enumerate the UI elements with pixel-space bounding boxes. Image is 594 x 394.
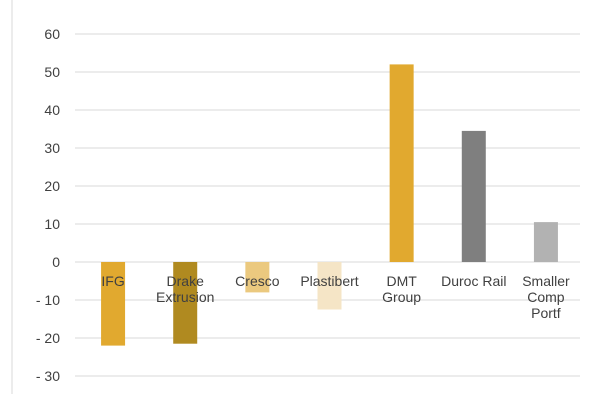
category-label: Smaller Comp Portf: [522, 273, 570, 321]
bar: [173, 262, 198, 344]
y-axis-ticks: 60 50 40 30 20 10 0 - 10 - 20 - 30: [36, 26, 60, 384]
category-label: DMT Group: [382, 273, 421, 305]
gridlines: [75, 33, 580, 377]
category-labels: IFG Drake Extrusion Cresco Plastibert DMT Grou…: [101, 273, 570, 321]
y-tick-label: - 20: [36, 330, 60, 346]
category-label: Plastibert: [300, 273, 358, 289]
category-label: Cresco: [235, 273, 280, 289]
y-tick-label: 60: [44, 26, 60, 42]
category-label: Duroc Rail: [441, 273, 506, 289]
y-tick-label: 40: [44, 102, 60, 118]
bar: [101, 262, 126, 346]
y-tick-label: - 30: [36, 368, 60, 384]
y-tick-label: 30: [44, 140, 60, 156]
y-tick-label: 10: [44, 216, 60, 232]
y-tick-label: 20: [44, 178, 60, 194]
category-label: Drake Extrusion: [156, 273, 214, 305]
y-tick-label: - 10: [36, 292, 60, 308]
y-tick-label: 50: [44, 64, 60, 80]
category-label: IFG: [101, 273, 124, 289]
bar: [461, 130, 486, 262]
bar: [245, 262, 270, 293]
bar: [317, 262, 342, 310]
bar: [533, 222, 558, 262]
bar: [389, 64, 414, 263]
bars: [101, 64, 558, 346]
y-tick-label: 0: [52, 254, 60, 270]
